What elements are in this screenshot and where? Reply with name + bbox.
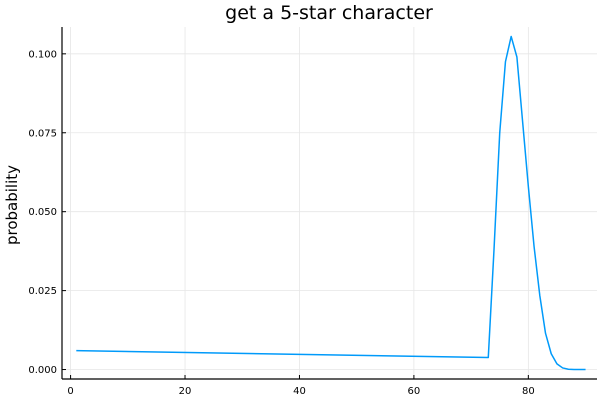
y-tick-label: 0.025 [28, 286, 57, 297]
tick-labels: 0 20 40 60 80 0.000 0.025 0.050 0.075 0.100 [28, 49, 534, 397]
x-tick-label: 20 [179, 386, 192, 397]
x-tick-label: 60 [408, 386, 421, 397]
chart-title: get a 5-star character [225, 2, 433, 24]
y-tick-label: 0.100 [28, 49, 57, 60]
y-tick-label: 0.050 [28, 207, 57, 218]
y-tick-label: 0.075 [28, 128, 57, 139]
grid-lines [62, 27, 597, 379]
x-tick-label: 80 [522, 386, 535, 397]
y-tick-label: 0.000 [28, 365, 57, 376]
series-group [76, 35, 586, 371]
x-tick-label: 40 [293, 386, 306, 397]
x-tick-label: 0 [67, 386, 73, 397]
y-axis-label: probability [3, 165, 21, 245]
series-line [76, 35, 586, 371]
